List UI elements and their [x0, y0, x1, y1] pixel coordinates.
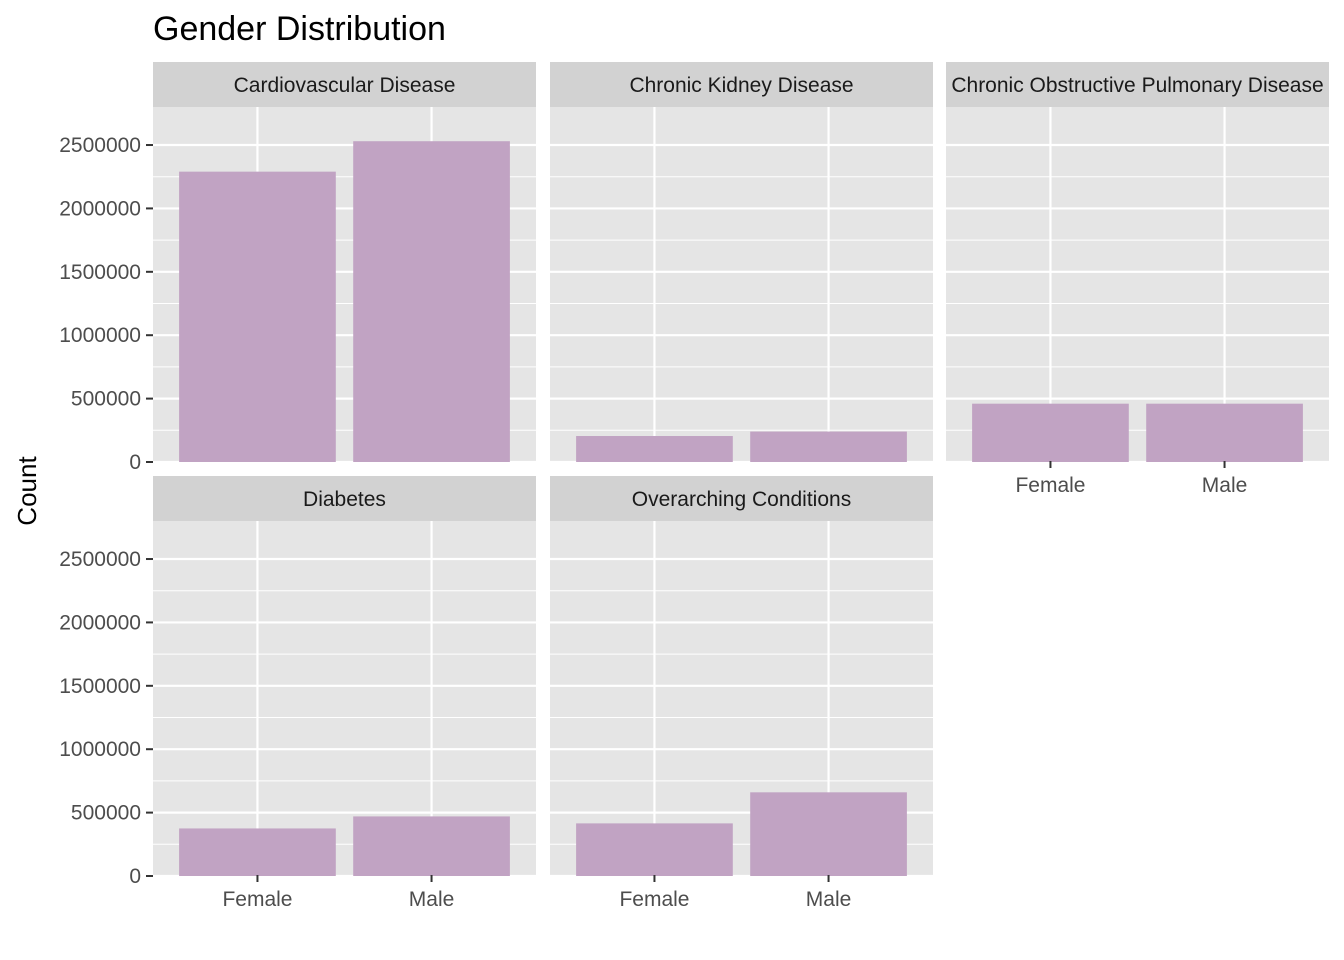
bar-female: [576, 436, 733, 462]
facet-strip: [550, 476, 933, 521]
x-tick-label: Male: [1202, 474, 1248, 497]
chart-title: Gender Distribution: [153, 10, 446, 48]
plot-panel: [153, 521, 536, 875]
y-tick-label: 2500000: [59, 548, 141, 571]
facet-strip-label: Chronic Kidney Disease: [629, 74, 853, 97]
facet-panel: Chronic Kidney Disease: [550, 62, 933, 464]
bar-male: [1146, 403, 1303, 462]
bar-female: [179, 828, 336, 876]
y-tick-label: 500000: [71, 388, 141, 411]
y-tick-label: 1000000: [59, 324, 141, 347]
facet-panel: Overarching Conditions Female Male: [550, 476, 933, 911]
x-tick-label: Female: [222, 888, 292, 911]
y-tick-label: 2500000: [59, 134, 141, 157]
y-tick-label: 0: [129, 451, 141, 474]
bar-female: [179, 171, 336, 463]
x-tick-label: Female: [1015, 474, 1085, 497]
y-tick-label: 2000000: [59, 197, 141, 220]
y-tick-label: 2000000: [59, 611, 141, 634]
facet-strip: [946, 62, 1329, 107]
facet-strip-label: Cardiovascular Disease: [234, 74, 456, 97]
bar-male: [353, 816, 510, 876]
facet-panel: Diabetes 0 500000 1000000 1500000 2000000 2500…: [59, 476, 536, 911]
y-tick-label: 1500000: [59, 261, 141, 284]
facet-panel: Cardiovascular Disease 0 500000 1000000 1500…: [59, 62, 536, 474]
bar-male: [750, 792, 907, 876]
bar-male: [353, 141, 510, 462]
y-tick-label: 0: [129, 865, 141, 888]
x-tick-label: Male: [409, 888, 455, 911]
facet-strip-label: Chronic Obstructive Pulmonary Disease: [951, 74, 1323, 97]
facet-panel: Chronic Obstructive Pulmonary Disease Fem…: [946, 62, 1329, 497]
x-tick-label: Male: [806, 888, 852, 911]
y-tick-label: 500000: [71, 802, 141, 825]
y-tick-label: 1000000: [59, 738, 141, 761]
facet-strip: [153, 476, 536, 521]
bar-female: [972, 403, 1129, 462]
plot-panel: [550, 107, 933, 461]
x-tick-label: Female: [619, 888, 689, 911]
facet-strip-label: Diabetes: [303, 488, 386, 511]
bar-female: [576, 823, 733, 876]
y-tick-label: 1500000: [59, 675, 141, 698]
facet-strip: [550, 62, 933, 107]
plot-panel: [946, 107, 1329, 461]
bar-male: [750, 431, 907, 462]
y-axis-label: Count: [12, 456, 42, 526]
facet-panels: Cardiovascular Disease 0 500000 1000000 1500…: [59, 62, 1329, 911]
facet-strip-label: Overarching Conditions: [632, 488, 851, 511]
facet-strip: [153, 62, 536, 107]
